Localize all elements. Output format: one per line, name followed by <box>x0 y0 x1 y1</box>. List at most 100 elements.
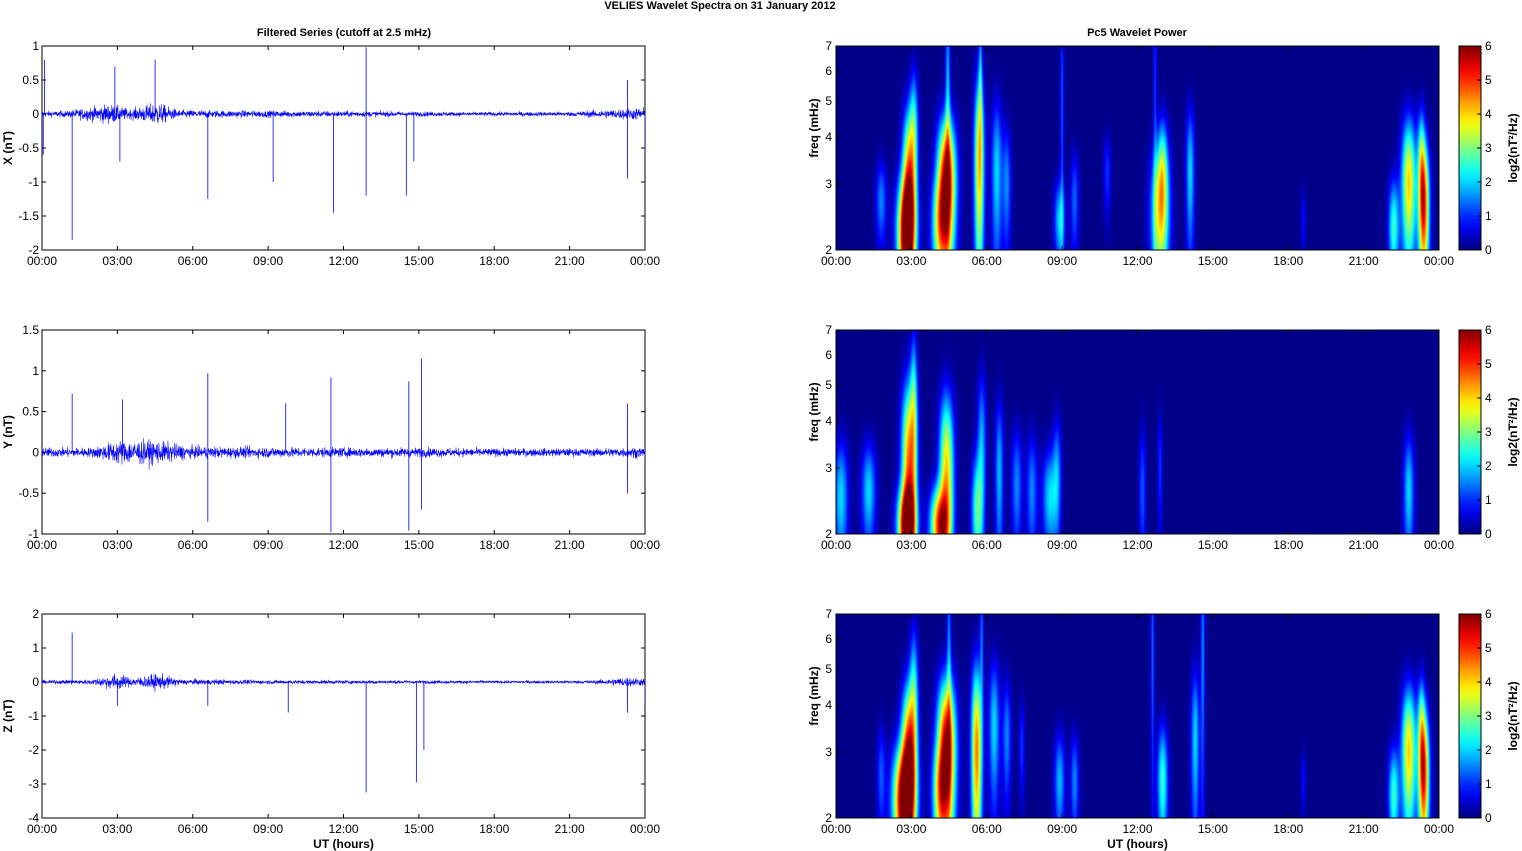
wavelet-xtick-label: 21:00 <box>1349 822 1379 836</box>
timeseries-signal-line <box>42 103 645 125</box>
wavelet-ytick-label: 2 <box>825 243 832 257</box>
timeseries-xtick-label: 06:00 <box>178 254 208 268</box>
wavelet-xtick-label: 00:00 <box>1424 538 1454 552</box>
right-column-title: Pc5 Wavelet Power <box>1087 27 1188 39</box>
colorbar-tick-label: 1 <box>1485 493 1492 507</box>
wavelet-xtick-label: 21:00 <box>1349 254 1379 268</box>
wavelet-power-heatmap <box>836 46 1439 250</box>
timeseries-xtick-label: 21:00 <box>555 538 585 552</box>
wavelet-ytick-label: 3 <box>825 745 832 759</box>
wavelet-xtick-label: 15:00 <box>1198 254 1228 268</box>
timeseries-xtick-label: 09:00 <box>253 822 283 836</box>
timeseries-ytick-label: -1 <box>28 709 39 723</box>
wavelet-ytick-label: 2 <box>825 527 832 541</box>
timeseries-xtick-label: 18:00 <box>479 822 509 836</box>
wavelet-ylabel: freq (mHz) <box>807 382 821 441</box>
timeseries-ytick-label: 1 <box>32 364 39 378</box>
timeseries-axes-box <box>41 613 646 819</box>
wavelet-xtick-label: 12:00 <box>1122 254 1152 268</box>
colorbar-tick-label: 6 <box>1485 607 1492 621</box>
colorbar-tick-label: 4 <box>1485 391 1492 405</box>
colorbar-tick-label: 1 <box>1485 777 1492 791</box>
timeseries-ytick-label: -1 <box>28 527 39 541</box>
wavelet-ytick-label: 5 <box>825 94 832 108</box>
wavelet-ytick-label: 7 <box>825 39 832 53</box>
wavelet-xtick-label: 00:00 <box>1424 254 1454 268</box>
timeseries-ytick-label: -4 <box>28 811 39 825</box>
colorbar-tick-label: 0 <box>1485 243 1492 257</box>
timeseries-xtick-label: 09:00 <box>253 254 283 268</box>
timeseries-xtick-label: 09:00 <box>253 538 283 552</box>
timeseries-axes-box <box>41 329 646 535</box>
colorbar: 0 1 2 3 4 5 6 log2(nT²/Hz) <box>1458 607 1520 825</box>
wavelet-xtick-label: 06:00 <box>972 538 1002 552</box>
timeseries-xtick-label: 12:00 <box>328 538 358 552</box>
timeseries-ytick-label: 0.5 <box>22 73 39 87</box>
timeseries-ytick-label: -2 <box>28 743 39 757</box>
colorbar-tick-label: 3 <box>1485 141 1492 155</box>
wavelet-xtick-label: 09:00 <box>1047 822 1077 836</box>
wavelet-ytick-label: 4 <box>825 130 832 144</box>
wavelet-ytick-label: 4 <box>825 414 832 428</box>
timeseries-signal-line <box>42 673 645 692</box>
colorbar: 0 1 2 3 4 5 6 log2(nT²/Hz) <box>1458 323 1520 541</box>
timeseries-xtick-label: 00:00 <box>27 822 57 836</box>
timeseries-xtick-label: 00:00 <box>630 254 660 268</box>
timeseries-ytick-label: 1 <box>32 641 39 655</box>
timeseries-panel-x: -2 -1.5 -1 -0.5 0 0.5 1 00:00 03:00 06:00 09:00 12:… <box>1 39 660 268</box>
timeseries-ytick-label: 1 <box>32 39 39 53</box>
timeseries-ytick-label: 0 <box>32 675 39 689</box>
timeseries-ytick-label: 0.5 <box>22 405 39 419</box>
timeseries-xtick-label: 18:00 <box>479 538 509 552</box>
timeseries-xtick-label: 03:00 <box>102 822 132 836</box>
wavelet-ytick-label: 6 <box>825 64 832 78</box>
timeseries-xtick-label: 00:00 <box>630 822 660 836</box>
colorbar-tick-label: 4 <box>1485 107 1492 121</box>
timeseries-ytick-label: 2 <box>32 607 39 621</box>
timeseries-xtick-label: 15:00 <box>404 254 434 268</box>
timeseries-ylabel: Y (nT) <box>1 415 15 449</box>
figure-title: VELIES Wavelet Spectra on 31 January 201… <box>604 0 835 12</box>
colorbar-tick-label: 0 <box>1485 811 1492 825</box>
wavelet-xtick-label: 00:00 <box>821 822 851 836</box>
wavelet-xtick-label: 15:00 <box>1198 822 1228 836</box>
colorbar-tick-label: 2 <box>1485 175 1492 189</box>
wavelet-ytick-label: 2 <box>825 811 832 825</box>
colorbar-tick-label: 2 <box>1485 743 1492 757</box>
wavelet-xtick-label: 03:00 <box>896 538 926 552</box>
wavelet-ytick-label: 4 <box>825 698 832 712</box>
timeseries-xlabel: UT (hours) <box>313 837 374 851</box>
colorbar-label: log2(nT²/Hz) <box>1506 681 1520 750</box>
colorbar-tick-label: 3 <box>1485 425 1492 439</box>
wavelet-ytick-label: 6 <box>825 348 832 362</box>
timeseries-ytick-label: -3 <box>28 777 39 791</box>
colorbar: 0 1 2 3 4 5 6 log2(nT²/Hz) <box>1458 39 1520 257</box>
wavelet-xtick-label: 00:00 <box>821 254 851 268</box>
timeseries-xtick-label: 12:00 <box>328 822 358 836</box>
wavelet-ytick-label: 5 <box>825 378 832 392</box>
timeseries-ytick-label: -0.5 <box>18 486 39 500</box>
wavelet-xtick-label: 03:00 <box>896 254 926 268</box>
timeseries-xtick-label: 03:00 <box>102 254 132 268</box>
wavelet-xtick-label: 18:00 <box>1273 538 1303 552</box>
wavelet-ytick-label: 6 <box>825 632 832 646</box>
wavelet-ytick-label: 7 <box>825 323 832 337</box>
timeseries-panel-y: -1 -0.5 0 0.5 1 1.5 00:00 03:00 06:00 09:00 12:00 1… <box>1 323 660 552</box>
wavelet-xtick-label: 09:00 <box>1047 254 1077 268</box>
wavelet-xtick-label: 18:00 <box>1273 254 1303 268</box>
timeseries-xtick-label: 06:00 <box>178 538 208 552</box>
wavelet-power-heatmap <box>836 330 1439 534</box>
timeseries-xtick-label: 15:00 <box>404 538 434 552</box>
timeseries-xtick-label: 12:00 <box>328 254 358 268</box>
wavelet-xtick-label: 12:00 <box>1122 538 1152 552</box>
timeseries-xtick-label: 18:00 <box>479 254 509 268</box>
wavelet-ylabel: freq (mHz) <box>807 98 821 157</box>
timeseries-panel-z: -4 -3 -2 -1 0 1 2 00:00 03:00 06:00 09:00 12:00 15:0… <box>1 607 660 851</box>
timeseries-ytick-label: 1.5 <box>22 323 39 337</box>
timeseries-signal-line <box>42 438 645 470</box>
colorbar-tick-label: 5 <box>1485 641 1492 655</box>
wavelet-xtick-label: 15:00 <box>1198 538 1228 552</box>
timeseries-xtick-label: 21:00 <box>555 822 585 836</box>
timeseries-xtick-label: 21:00 <box>555 254 585 268</box>
timeseries-ytick-label: 0 <box>32 107 39 121</box>
